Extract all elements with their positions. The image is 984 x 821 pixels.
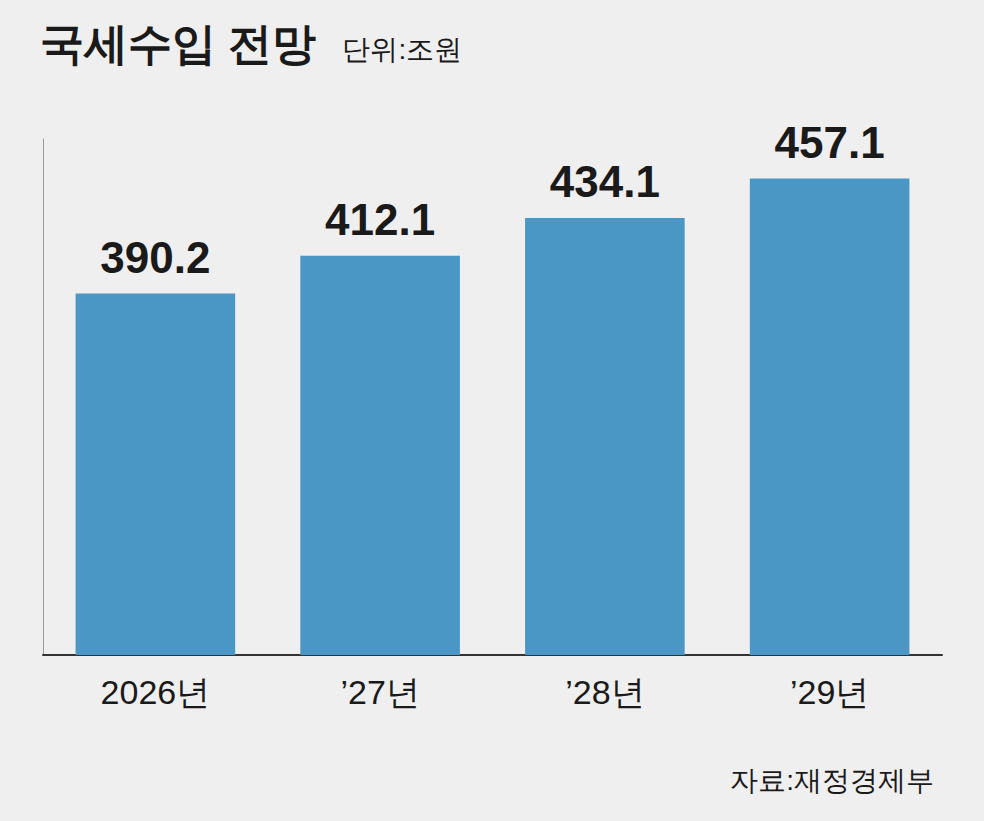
svg-text:’27년: ’27년 xyxy=(340,673,419,711)
svg-text:412.1: 412.1 xyxy=(325,195,435,244)
svg-text:단위:조원: 단위:조원 xyxy=(342,34,462,65)
svg-text:390.2: 390.2 xyxy=(100,233,210,282)
svg-text:434.1: 434.1 xyxy=(550,157,660,206)
svg-text:2026년: 2026년 xyxy=(101,673,211,711)
svg-text:자료:재정경제부: 자료:재정경제부 xyxy=(730,765,934,796)
svg-text:457.1: 457.1 xyxy=(775,118,885,167)
svg-text:’29년: ’29년 xyxy=(790,673,869,711)
svg-text:’28년: ’28년 xyxy=(565,673,644,711)
svg-text:국세수입 전망: 국세수입 전망 xyxy=(40,19,316,68)
